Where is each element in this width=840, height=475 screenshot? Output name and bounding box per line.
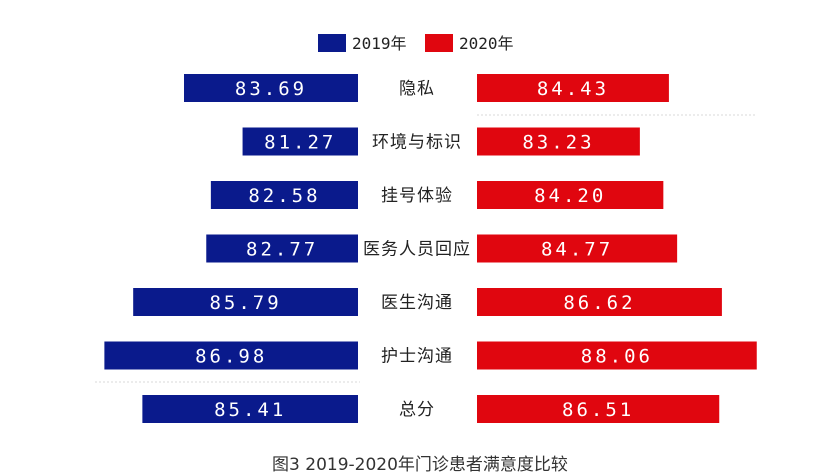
bar-2020-0	[477, 74, 669, 102]
category-label-3: 医务人员回应	[363, 240, 471, 260]
bar-label-2020-3: 84.77	[541, 239, 613, 261]
category-label-4: 医生沟通	[381, 293, 453, 313]
bar-label-2020-5: 88.06	[581, 346, 653, 368]
bars: 83.69 84.43 隐私 81.27 83.23 环境与标识 82.58 84.20 挂号体…	[104, 74, 757, 423]
bar-2019-0	[184, 74, 358, 102]
bar-label-2019-3: 82.77	[246, 239, 318, 261]
bar-2020-3	[477, 234, 678, 263]
bar-label-2020-4: 86.62	[563, 292, 635, 314]
legend-swatch-2020	[425, 34, 453, 52]
bar-2020-5	[477, 341, 757, 370]
category-label-1: 环境与标识	[372, 133, 462, 153]
bar-2019-2	[210, 181, 358, 209]
chart-caption: 图3 2019-2020年门诊患者满意度比较	[272, 455, 568, 475]
bar-label-2019-6: 85.41	[214, 399, 286, 421]
category-label-2: 挂号体验	[381, 186, 453, 206]
bar-2020-6	[477, 395, 720, 423]
bar-label-2019-0: 83.69	[235, 78, 307, 100]
butterfly-bar-chart: 2019年 2020年 83.69 84.43 隐私 81.27 83.23 环境与标识 82…	[95, 34, 757, 423]
bar-label-2020-2: 84.20	[534, 185, 606, 207]
legend-swatch-2019	[318, 34, 346, 52]
bar-2019-5	[104, 341, 358, 370]
bar-2019-1	[242, 127, 358, 156]
bar-2019-4	[133, 288, 358, 316]
category-label-5: 护士沟通	[381, 347, 453, 367]
legend: 2019年 2020年	[318, 34, 514, 53]
bar-2019-6	[142, 395, 358, 423]
bar-2020-2	[477, 181, 664, 209]
bar-2020-4	[477, 288, 722, 316]
bar-label-2019-2: 82.58	[248, 185, 320, 207]
legend-label-2020: 2020年	[459, 34, 514, 53]
bar-label-2020-6: 86.51	[562, 399, 634, 421]
bar-2019-3	[206, 234, 358, 263]
bar-label-2019-5: 86.98	[195, 346, 267, 368]
bar-label-2020-0: 84.43	[537, 78, 609, 100]
category-label-0: 隐私	[399, 79, 435, 99]
bar-label-2020-1: 83.23	[522, 132, 594, 154]
bar-label-2019-1: 81.27	[264, 132, 336, 154]
bar-label-2019-4: 85.79	[209, 292, 281, 314]
category-label-6: 总分	[399, 400, 435, 420]
legend-label-2019: 2019年	[352, 34, 407, 53]
bar-2020-1	[477, 127, 640, 156]
